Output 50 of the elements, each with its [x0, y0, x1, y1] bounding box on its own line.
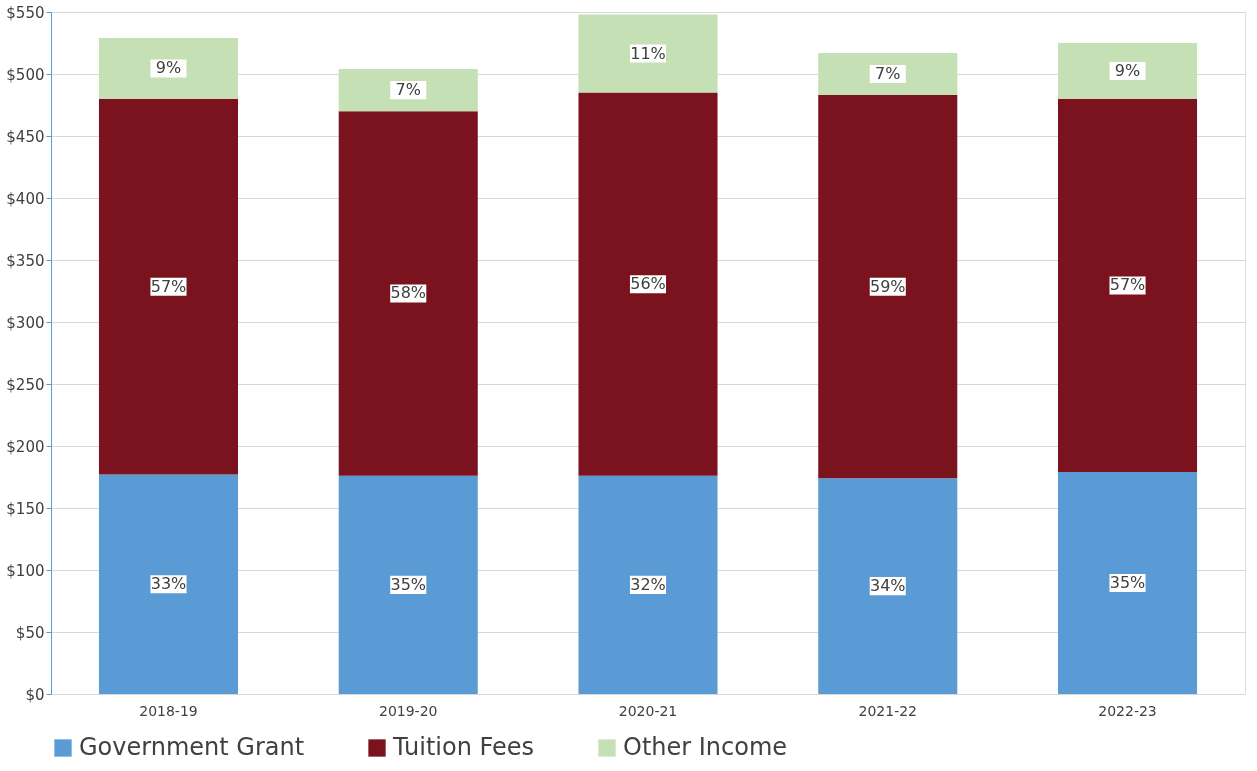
- y-tick-label: $50: [15, 623, 45, 642]
- annotation: 33%: [150, 574, 187, 594]
- bar: [98, 474, 239, 694]
- x-tick-label: 2021-22: [858, 702, 918, 719]
- annotation: 32%: [630, 574, 666, 594]
- y-tick-label: $0: [25, 685, 45, 704]
- y-tick-label: $450: [6, 127, 45, 146]
- bar: [818, 52, 958, 96]
- annotation: 7%: [395, 80, 421, 100]
- y-tick-label: $150: [6, 499, 45, 518]
- x-tick-label: 2019-20: [378, 702, 438, 719]
- bar: [98, 98, 239, 475]
- x-tick-label: 2018-19: [139, 702, 198, 719]
- y-tick-label: $500: [6, 65, 45, 84]
- bar: [578, 92, 718, 476]
- annotation: 9%: [1114, 60, 1141, 80]
- legend-label: Government Grant: [79, 733, 305, 761]
- annotation: 57%: [1109, 275, 1146, 295]
- annotation: 9%: [155, 58, 182, 78]
- annotation: 7%: [875, 64, 901, 83]
- y-tick-label: $350: [6, 251, 45, 270]
- bar: [1057, 43, 1198, 99]
- bar: [578, 14, 718, 93]
- annotation: 35%: [1109, 573, 1146, 593]
- annotation: 57%: [150, 276, 187, 296]
- bar: [98, 38, 239, 99]
- bar: [818, 478, 958, 694]
- legend-label: Other Income: [623, 733, 788, 761]
- bar: [578, 475, 718, 694]
- bar: [818, 95, 958, 479]
- bar: [338, 475, 478, 694]
- legend-label: Tuition Fees: [392, 733, 535, 761]
- y-tick-label: $550: [6, 3, 45, 22]
- annotation: 34%: [869, 576, 906, 596]
- x-tick-label: 2020-21: [618, 702, 678, 719]
- y-tick-label: $100: [6, 561, 45, 580]
- y-tick-label: $250: [6, 375, 45, 394]
- bar: [338, 111, 478, 476]
- x-tick-label: 2022-23: [1098, 702, 1157, 719]
- annotation: 35%: [390, 574, 427, 594]
- annotation: 58%: [390, 283, 427, 303]
- y-tick-label: $400: [6, 189, 45, 208]
- annotation: 56%: [630, 274, 666, 294]
- bar: [1057, 98, 1198, 473]
- y-tick-label: $300: [6, 313, 45, 332]
- bar: [1057, 472, 1198, 694]
- y-tick-label: $200: [6, 437, 45, 456]
- annotation: 11%: [630, 43, 666, 63]
- bar: [338, 69, 478, 112]
- annotation: 59%: [869, 276, 906, 296]
